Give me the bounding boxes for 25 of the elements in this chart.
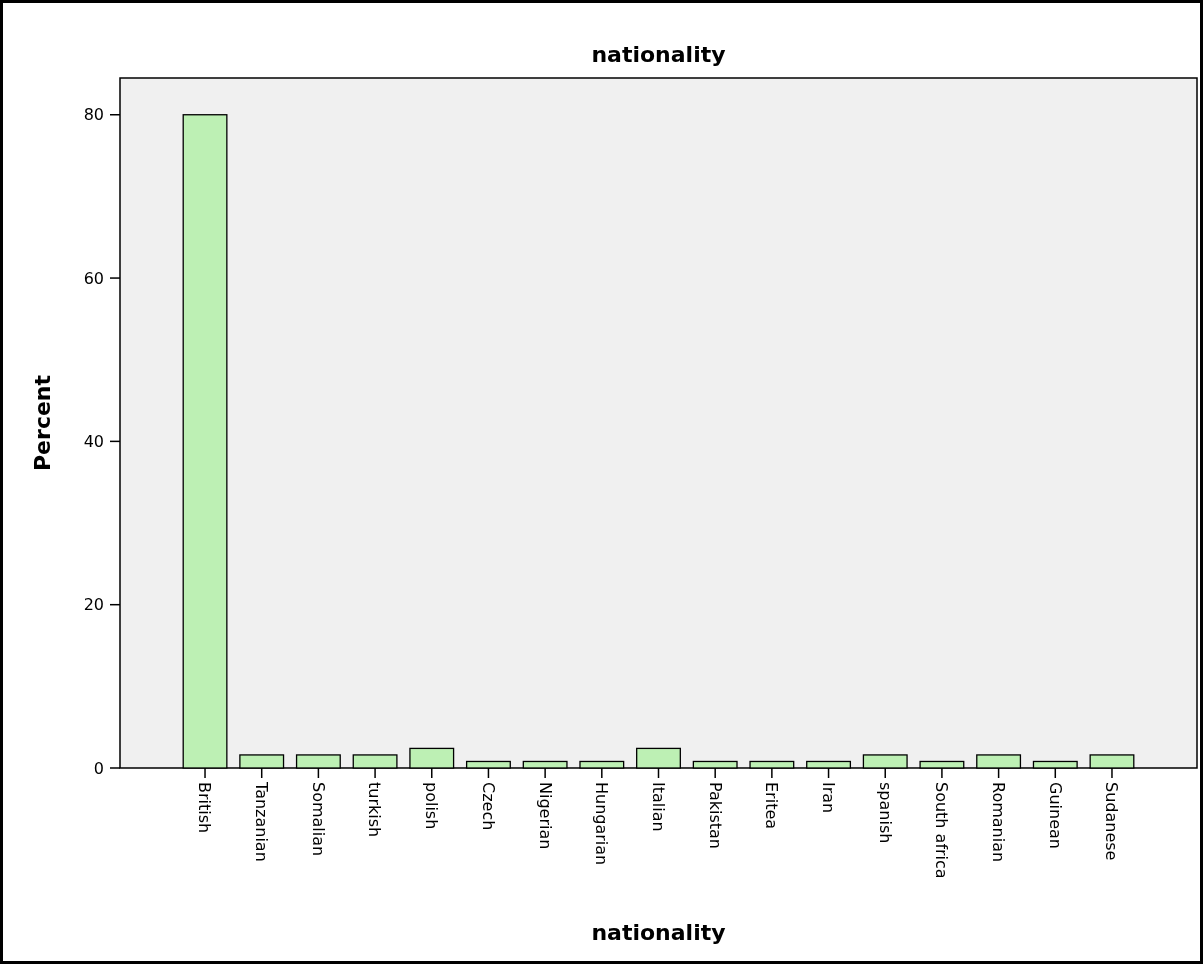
x-tick-label: Guinean [1045, 782, 1065, 849]
x-tick-label: Eritea [762, 782, 782, 830]
x-tick-label: Pakistan [705, 782, 725, 849]
x-tick-label: Tanzanian [252, 781, 272, 862]
x-tick-label: Hungarian [592, 782, 612, 866]
x-tick-label: Nigerian [535, 782, 555, 850]
x-tick-label: Sudanese [1102, 782, 1122, 861]
x-tick-label: Somalian [308, 782, 328, 857]
y-tick-label: 20 [83, 595, 104, 615]
y-tick-label: 0 [93, 758, 104, 778]
chart-title: nationality [591, 42, 726, 67]
x-tick-label: spanish [875, 782, 895, 844]
y-tick-label: 40 [83, 431, 104, 451]
x-tick-label: Czech [478, 782, 498, 831]
x-axis-title: nationality [591, 920, 726, 945]
x-tick-label: Romanian [989, 782, 1009, 863]
y-axis-title: Percent [30, 374, 55, 472]
x-tick-label: Italian [648, 782, 668, 832]
y-tick-label: 80 [83, 105, 104, 125]
x-tick-label: Iran [818, 782, 838, 814]
x-tick-label: South africa [932, 782, 952, 879]
x-tick-label: turkish [365, 782, 385, 838]
y-tick-label: 60 [83, 268, 104, 288]
x-tick-label: polish [422, 782, 442, 830]
x-tick-label: British [195, 782, 215, 834]
